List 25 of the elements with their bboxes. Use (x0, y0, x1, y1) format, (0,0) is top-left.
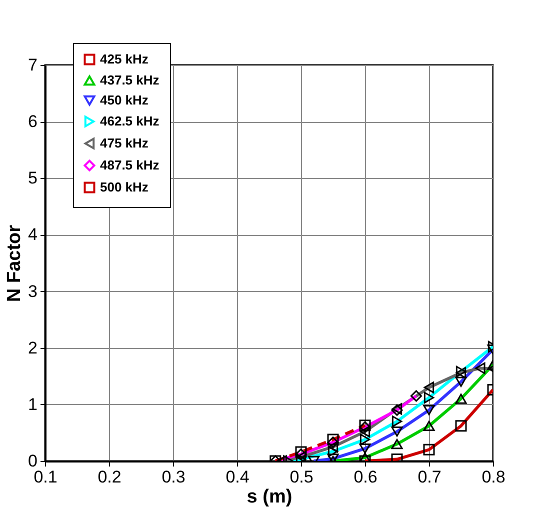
x-axis-title: s (m) (246, 486, 292, 508)
legend-label: 462.5 kHz (100, 114, 160, 128)
y-axis-title: N Factor (4, 224, 26, 302)
y-tick-label: 1 (28, 394, 38, 414)
legend-label: 500 kHz (100, 180, 149, 194)
x-tick-label: 0.6 (354, 468, 378, 486)
x-tick-label: 0.2 (98, 468, 122, 486)
x-tick-label: 0.5 (290, 468, 314, 486)
legend-label: 425 kHz (100, 52, 149, 66)
x-tick-label: 0.4 (226, 468, 250, 486)
x-tick-label: 0.8 (482, 468, 506, 486)
x-tick-label: 0.1 (34, 468, 58, 486)
y-tick-label: 0 (28, 452, 38, 470)
y-tick-label: 6 (28, 112, 38, 132)
x-tick-label: 0.7 (418, 468, 442, 486)
legend-label: 487.5 kHz (100, 158, 160, 172)
y-tick-label: 4 (28, 225, 38, 244)
legend-label: 475 kHz (100, 136, 149, 150)
y-tick-label: 5 (28, 168, 38, 188)
y-tick-label: 2 (28, 338, 38, 358)
y-tick-label: 7 (28, 56, 38, 74)
x-tick-label: 0.3 (162, 468, 186, 486)
legend-label: 437.5 kHz (100, 72, 160, 88)
legend-label: 450 kHz (100, 92, 149, 108)
y-tick-label: 3 (28, 282, 38, 301)
